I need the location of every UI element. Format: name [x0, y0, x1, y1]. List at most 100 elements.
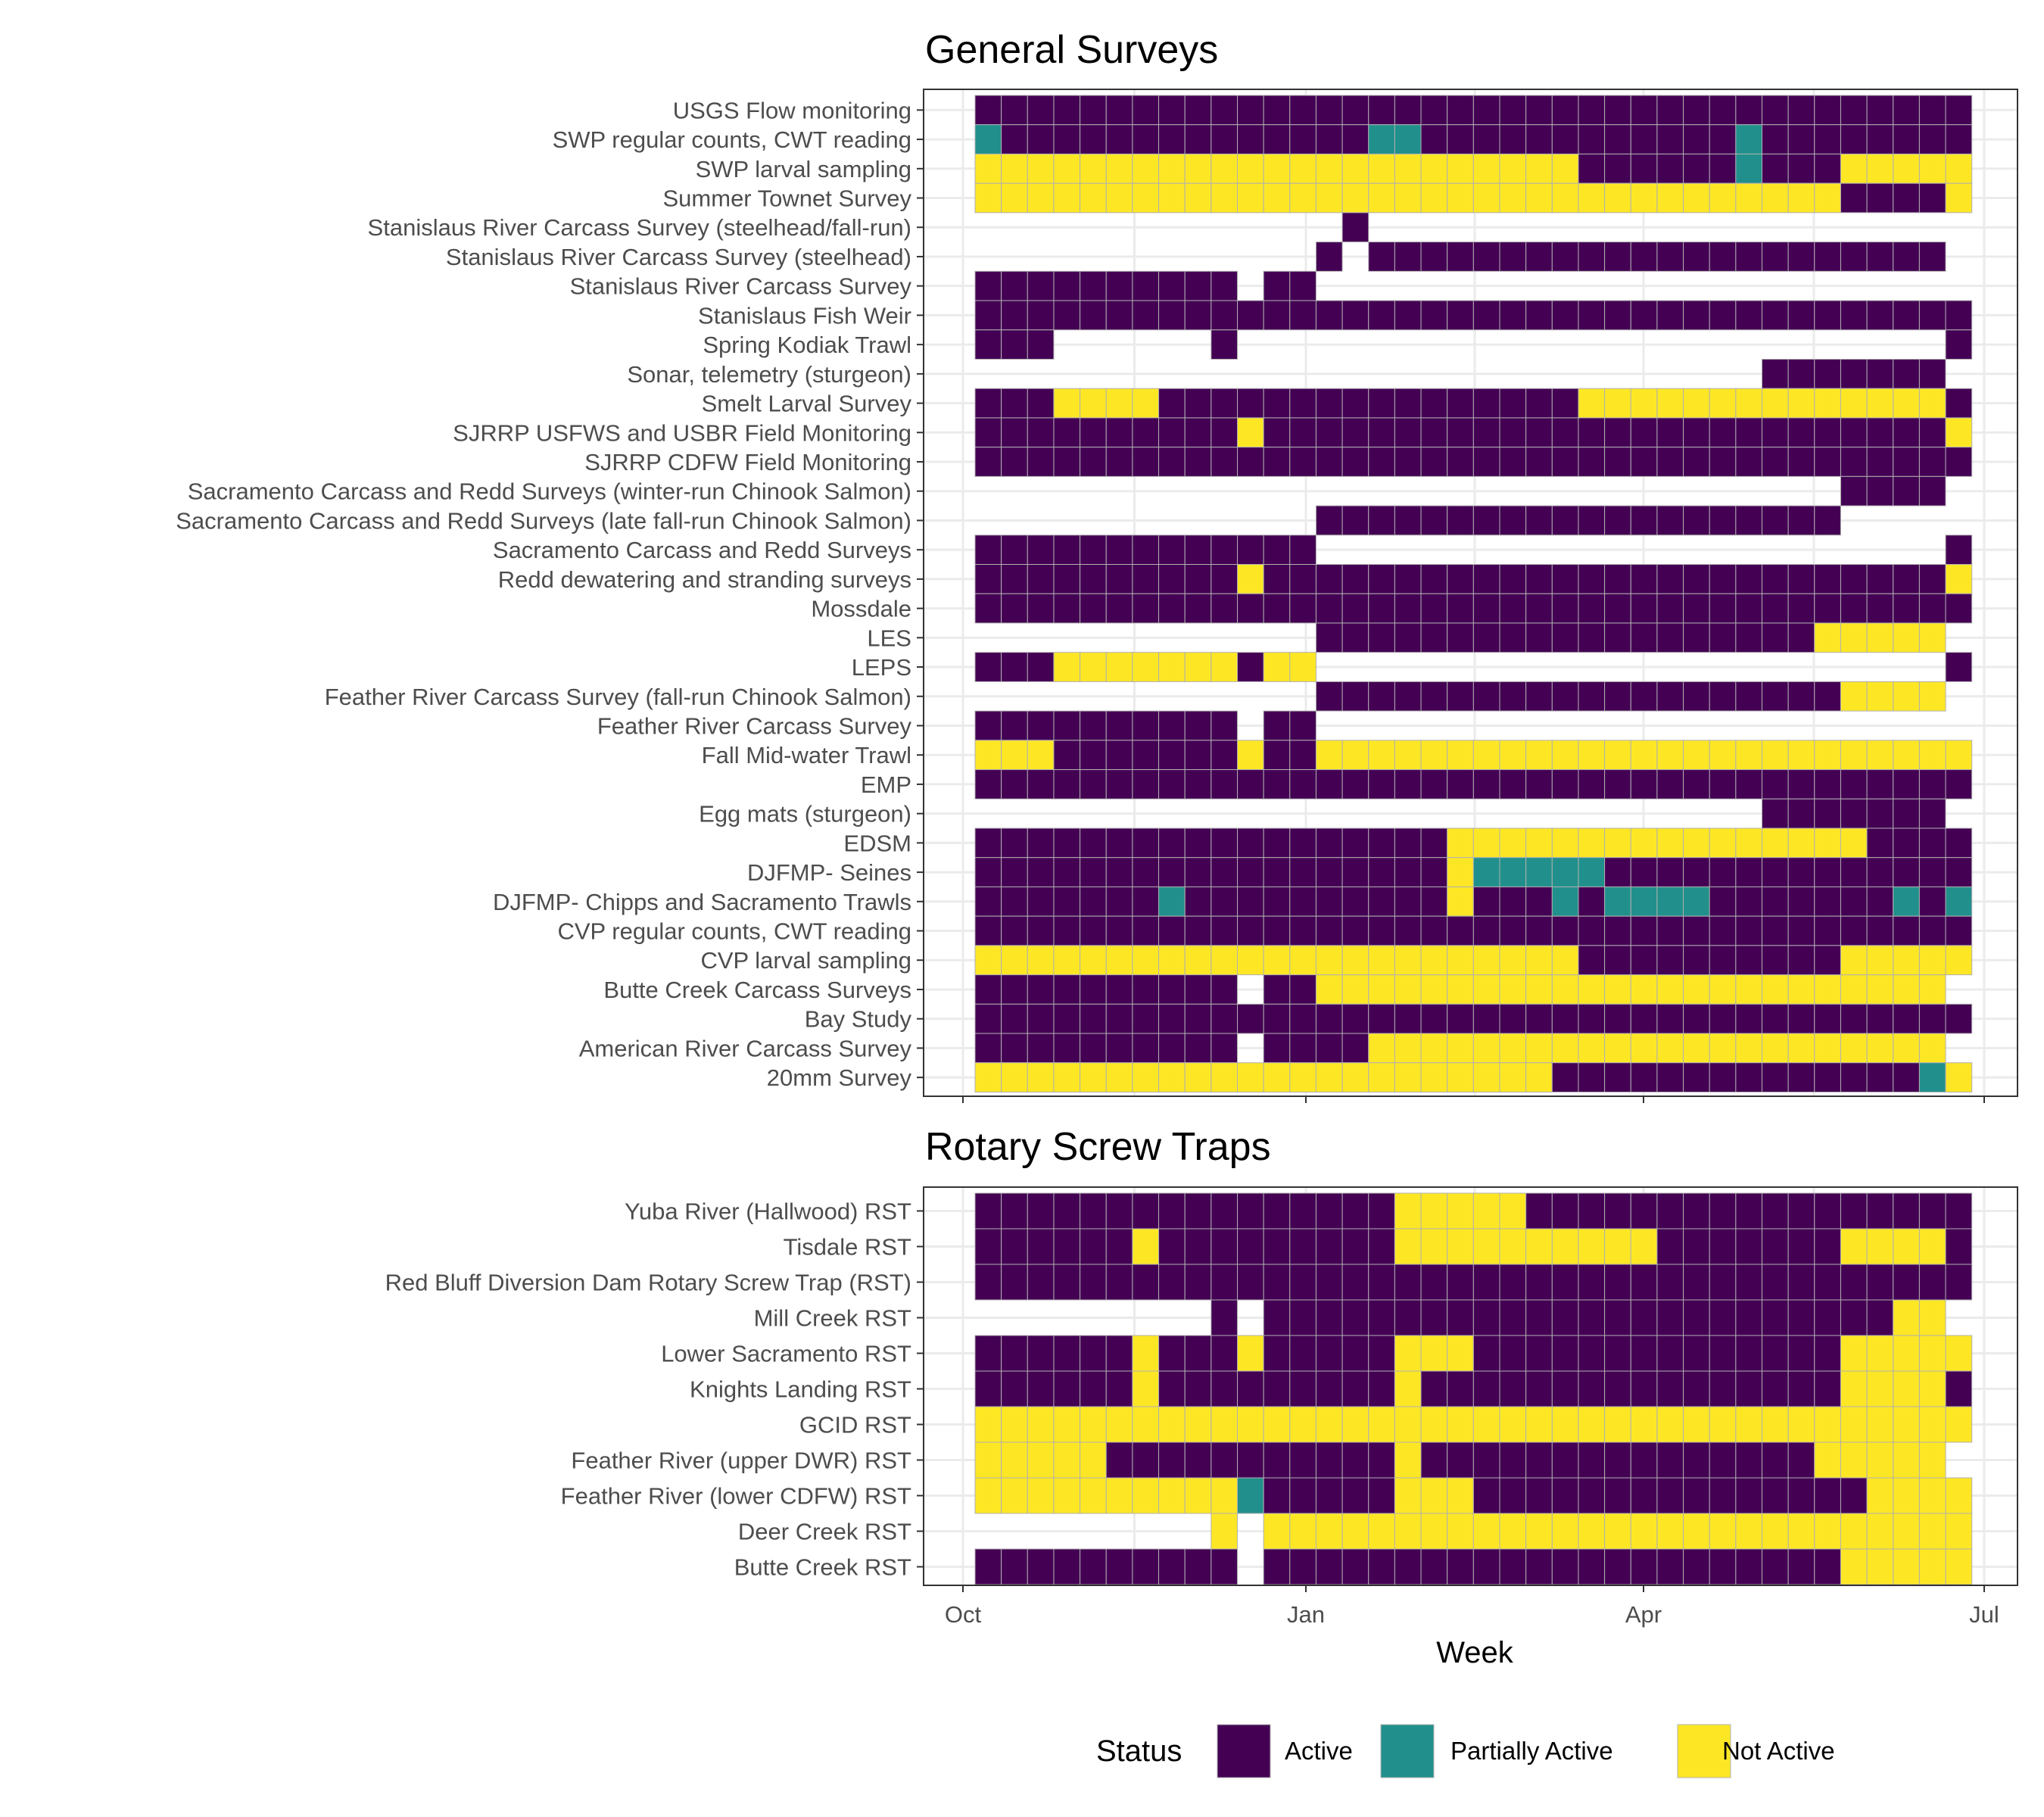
cell-active [1525, 1264, 1553, 1301]
cell-active [1551, 124, 1579, 154]
cell-active [1158, 769, 1186, 799]
cell-active [1499, 622, 1527, 653]
cell-active [1158, 593, 1186, 624]
cell-not-active [1918, 1033, 1946, 1064]
panel-title: General Surveys [925, 28, 1218, 72]
cell-not-active [1237, 182, 1264, 213]
cell-active [1656, 622, 1684, 653]
cell-not-active [1787, 1033, 1815, 1064]
cell-active [1341, 505, 1369, 536]
cell-active [1080, 710, 1107, 741]
cell-active [1289, 1335, 1316, 1372]
cell-active [1080, 447, 1107, 477]
cell-active [1053, 593, 1081, 624]
cell-active [1237, 1264, 1264, 1301]
y-tick-label: Knights Landing RST [690, 1376, 911, 1403]
y-tick-label: GCID RST [799, 1412, 911, 1438]
cell-active [1211, 270, 1238, 301]
cell-not-active [1499, 153, 1527, 184]
cell-active [1211, 1335, 1238, 1372]
cell-active [1158, 1548, 1186, 1585]
cell-active [1525, 1441, 1553, 1479]
cell-active [1001, 886, 1028, 917]
cell-not-active [1053, 1477, 1081, 1514]
cell-not-active [1447, 945, 1474, 976]
cell-not-active [1341, 153, 1369, 184]
cell-not-active [1814, 622, 1841, 653]
cell-not-active [1840, 622, 1868, 653]
cell-active [1027, 564, 1055, 594]
cell-active [1080, 564, 1107, 594]
cell-not-active [1604, 974, 1631, 1005]
cell-active [1420, 564, 1448, 594]
cell-active [1525, 622, 1553, 653]
cell-active [1918, 1264, 1946, 1301]
cell-active [1447, 1003, 1474, 1034]
cell-active [1211, 1003, 1238, 1034]
cell-active [1341, 447, 1369, 477]
y-tick-label: Mossdale [811, 596, 911, 622]
cell-active [1840, 1264, 1868, 1301]
cell-not-active [1683, 740, 1710, 771]
cell-active [1289, 1299, 1316, 1336]
cell-active [1420, 1299, 1448, 1336]
cell-not-active [1132, 182, 1160, 213]
cell-not-active [1315, 1513, 1343, 1550]
cell-active [1158, 710, 1186, 741]
cell-not-active [1735, 182, 1763, 213]
cell-active [1394, 564, 1422, 594]
cell-active [1787, 1192, 1815, 1230]
cell-active [1211, 564, 1238, 594]
cell-active [1683, 945, 1710, 976]
cell-not-active [1472, 1406, 1500, 1443]
cell-active [1735, 300, 1763, 331]
cell-active [1211, 124, 1238, 154]
cell-not-active [1578, 388, 1606, 419]
cell-active [1578, 593, 1606, 624]
cell-active [1211, 740, 1238, 771]
cell-not-active [1683, 1406, 1710, 1443]
cell-active [1762, 1441, 1789, 1479]
cell-active [1709, 1335, 1737, 1372]
panel-border [923, 1186, 2018, 1586]
cell-not-active [1840, 388, 1868, 419]
row-cells [974, 1477, 1973, 1514]
cell-active [1315, 564, 1343, 594]
cell-active [1787, 1003, 1815, 1034]
cell-not-active [1211, 1513, 1238, 1550]
cell-active [1604, 505, 1631, 536]
cell-active [1630, 681, 1658, 712]
cell-partially-active [1472, 857, 1500, 887]
cell-not-active [1893, 740, 1920, 771]
cell-active [1499, 1264, 1527, 1301]
row-cells [974, 182, 1973, 213]
cell-not-active [1001, 945, 1028, 976]
cell-active [1578, 1062, 1606, 1092]
cell-active [1263, 1335, 1291, 1372]
cell-active [1709, 857, 1737, 887]
cell-not-active [1368, 1062, 1395, 1092]
cell-not-active [1787, 740, 1815, 771]
cell-active [1683, 1003, 1710, 1034]
cell-active [1341, 300, 1369, 331]
cell-not-active [1237, 153, 1264, 184]
cell-active [1263, 769, 1291, 799]
cell-not-active [1945, 1335, 1973, 1372]
cell-partially-active [1525, 857, 1553, 887]
cell-active [1263, 124, 1291, 154]
cell-active [1237, 124, 1264, 154]
row-cells [974, 388, 1973, 419]
cell-active [1263, 1477, 1291, 1514]
cell-not-active [1080, 1406, 1107, 1443]
cell-not-active [1499, 740, 1527, 771]
cell-active [1080, 740, 1107, 771]
cell-active [1840, 1192, 1868, 1230]
cell-active [1184, 1228, 1212, 1265]
cell-active [1211, 1441, 1238, 1479]
cell-active [1630, 1192, 1658, 1230]
cell-active [974, 1335, 1002, 1372]
y-tick-label: Fall Mid-water Trawl [702, 742, 911, 768]
row-cells [974, 593, 1973, 624]
cell-active [1656, 857, 1684, 887]
